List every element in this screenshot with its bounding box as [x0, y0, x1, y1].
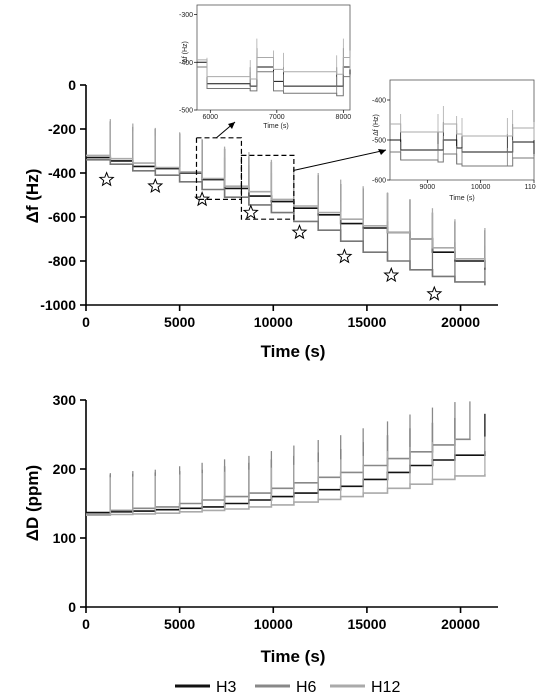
- inset1-y-axis-label: Δf (Hz): [182, 41, 189, 63]
- legend-label-h3: H3: [216, 679, 237, 696]
- inset2-arrowhead: [378, 149, 386, 155]
- bottom-x-axis-label: Time (s): [261, 647, 326, 666]
- top-y-tick-label: -400: [48, 165, 76, 181]
- bottom-y-tick-label: 100: [53, 530, 77, 546]
- bottom-y-axis-label: ΔD (ppm): [23, 465, 42, 541]
- inset1-x-tick-label: 8000: [336, 114, 352, 121]
- inset2-y-tick-label: -600: [372, 178, 386, 185]
- dissipation-chart: ΔD (ppm) Time (s) 0 100 200 300 0 5000 10000 15…: [23, 392, 498, 666]
- inset1-arrowhead: [228, 122, 235, 129]
- bottom-series-h3: [86, 451, 486, 514]
- inset2-connector: [293, 149, 387, 171]
- top-x-tick-label: 10000: [254, 314, 293, 330]
- inset2-y-axis-label: Δf (Hz): [373, 114, 380, 136]
- legend-label-h12: H12: [371, 679, 400, 696]
- top-y-tick-label: -1000: [40, 297, 76, 313]
- top-x-axis-label: Time (s): [261, 342, 326, 361]
- star-marker: [383, 266, 400, 283]
- star-marker: [426, 285, 443, 301]
- star-marker: [194, 191, 211, 207]
- star-marker: [98, 171, 115, 187]
- bottom-x-tick-label: 0: [82, 616, 90, 632]
- bottom-x-tick-label: 20000: [441, 616, 480, 632]
- zoom-region-2: [240, 154, 295, 220]
- frequency-chart: Δf (Hz) Time (s) 0 -200 -400 -600 -800 -1000 0…: [23, 77, 498, 361]
- bottom-y-tick-label: 200: [53, 461, 77, 477]
- bottom-series-h6: [86, 438, 471, 515]
- top-x-tick-label: 0: [82, 314, 90, 330]
- inset1-x-tick-label: 7000: [269, 114, 285, 121]
- top-y-tick-label: 0: [68, 77, 76, 93]
- inset1-y-tick-label: -500: [179, 108, 193, 115]
- inset1-x-axis-label: Time (s): [263, 123, 288, 130]
- bottom-series-h12: [86, 473, 486, 516]
- top-x-tick-label: 15000: [347, 314, 386, 330]
- top-y-tick-label: -200: [48, 121, 76, 137]
- top-y-tick-label: -800: [48, 253, 76, 269]
- bottom-x-tick-label: 5000: [164, 616, 195, 632]
- legend-label-h6: H6: [296, 679, 317, 696]
- bottom-x-tick-label: 10000: [254, 616, 293, 632]
- star-marker: [147, 177, 164, 194]
- legend: H3 H6 H12: [175, 679, 400, 696]
- star-marker: [291, 224, 308, 240]
- inset-chart-2: Δf (Hz) Time (s) -400 -500 -600 9000 10000 11…: [372, 79, 536, 202]
- bottom-x-tick-label: 15000: [347, 616, 386, 632]
- inset2-x-tick-label: 11000: [525, 184, 536, 191]
- star-marker: [336, 248, 353, 264]
- top-y-tick-label: -600: [48, 209, 76, 225]
- top-x-tick-label: 20000: [441, 314, 480, 330]
- star-marker: [242, 204, 259, 220]
- inset1-y-tick-label: -300: [179, 12, 193, 19]
- inset-chart-1: Δf (Hz) Time (s) -300 -400 -500 6000 7000 800…: [179, 4, 352, 130]
- inset2-y-tick-label: -500: [372, 138, 386, 145]
- bottom-y-tick-label: 300: [53, 392, 77, 408]
- inset2-y-tick-label: -400: [372, 98, 386, 105]
- inset2-x-axis-label: Time (s): [449, 195, 474, 202]
- top-x-tick-label: 5000: [164, 314, 195, 330]
- top-y-axis-label: Δf (Hz): [23, 169, 42, 224]
- inset2-x-tick-label: 9000: [420, 184, 436, 191]
- bottom-y-tick-label: 0: [68, 599, 76, 615]
- inset1-y-tick-label: -400: [179, 60, 193, 67]
- inset1-x-tick-label: 6000: [203, 114, 219, 121]
- inset2-x-tick-label: 10000: [471, 184, 491, 191]
